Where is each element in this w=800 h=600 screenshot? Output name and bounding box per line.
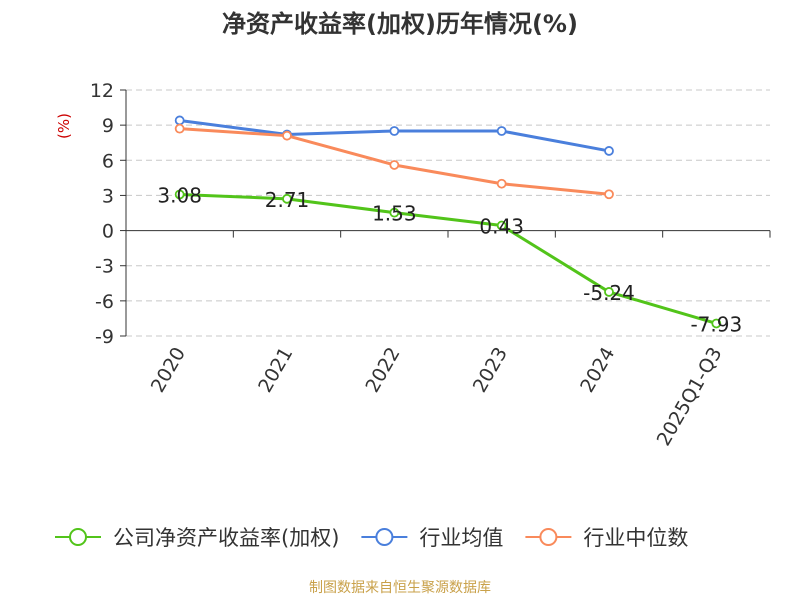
chart-title: 净资产收益率(加权)历年情况(%) — [222, 10, 578, 38]
y-tick-label: 0 — [102, 221, 114, 243]
x-tick-label: 2025Q1-Q3 — [653, 344, 727, 450]
data-point — [496, 178, 507, 189]
legend-marker — [539, 528, 558, 546]
data-point — [389, 207, 400, 218]
data-point — [496, 220, 507, 231]
data-point — [282, 130, 292, 141]
legend: 公司净资产收益率(加权) 行业均值 行业中位数 — [55, 526, 688, 550]
y-tick-label: 3 — [102, 185, 114, 207]
x-tick-label: 2022 — [361, 344, 404, 397]
legend-marker — [375, 528, 394, 546]
legend-label: 公司净资产收益率(加权) — [113, 526, 339, 550]
legend-marker — [69, 528, 87, 546]
y-tick-label: -6 — [95, 291, 114, 313]
y-tick-label: 12 — [90, 80, 114, 102]
data-point — [389, 126, 400, 136]
data-label: 3.08 — [157, 183, 202, 207]
data-point — [174, 115, 185, 126]
data-point — [174, 189, 185, 200]
data-point — [282, 193, 292, 204]
data-point — [604, 146, 614, 156]
y-tick-label: -3 — [95, 256, 114, 278]
data-label: 1.53 — [372, 202, 417, 226]
data-label: 0.43 — [479, 215, 524, 239]
y-tick-label: 9 — [102, 115, 114, 137]
y-axis-label: (%) — [55, 113, 73, 139]
y-tick-label: 6 — [102, 150, 114, 172]
data-point — [174, 123, 185, 134]
data-labels: 3.08 2.71 1.53 0.43 -5.24 -7.93 — [157, 183, 742, 336]
x-tick-label: 2024 — [576, 344, 619, 397]
x-tick-label: 2021 — [254, 344, 297, 397]
data-point — [604, 287, 614, 297]
data-label: 2.71 — [265, 188, 310, 212]
data-label: -7.93 — [690, 312, 742, 336]
data-label: -5.24 — [583, 281, 635, 305]
series-lines — [174, 115, 722, 329]
x-tick-label: 2020 — [147, 344, 190, 397]
legend-label: 行业均值 — [419, 526, 503, 550]
y-tick-label: -9 — [95, 326, 114, 348]
gridlines — [126, 89, 770, 337]
data-point — [604, 189, 614, 200]
x-tick-label: 2023 — [469, 343, 512, 396]
data-point — [711, 318, 722, 329]
legend-label: 行业中位数 — [583, 526, 688, 550]
data-point — [389, 160, 400, 170]
axes: 12 9 6 3 0 -3 -6 -9 2020 2021 2022 2023 2024 2025Q1-Q… — [90, 80, 771, 450]
data-point — [496, 126, 507, 136]
source-note: 制图数据来自恒生聚源数据库 — [309, 580, 491, 596]
series-line — [179, 192, 717, 325]
